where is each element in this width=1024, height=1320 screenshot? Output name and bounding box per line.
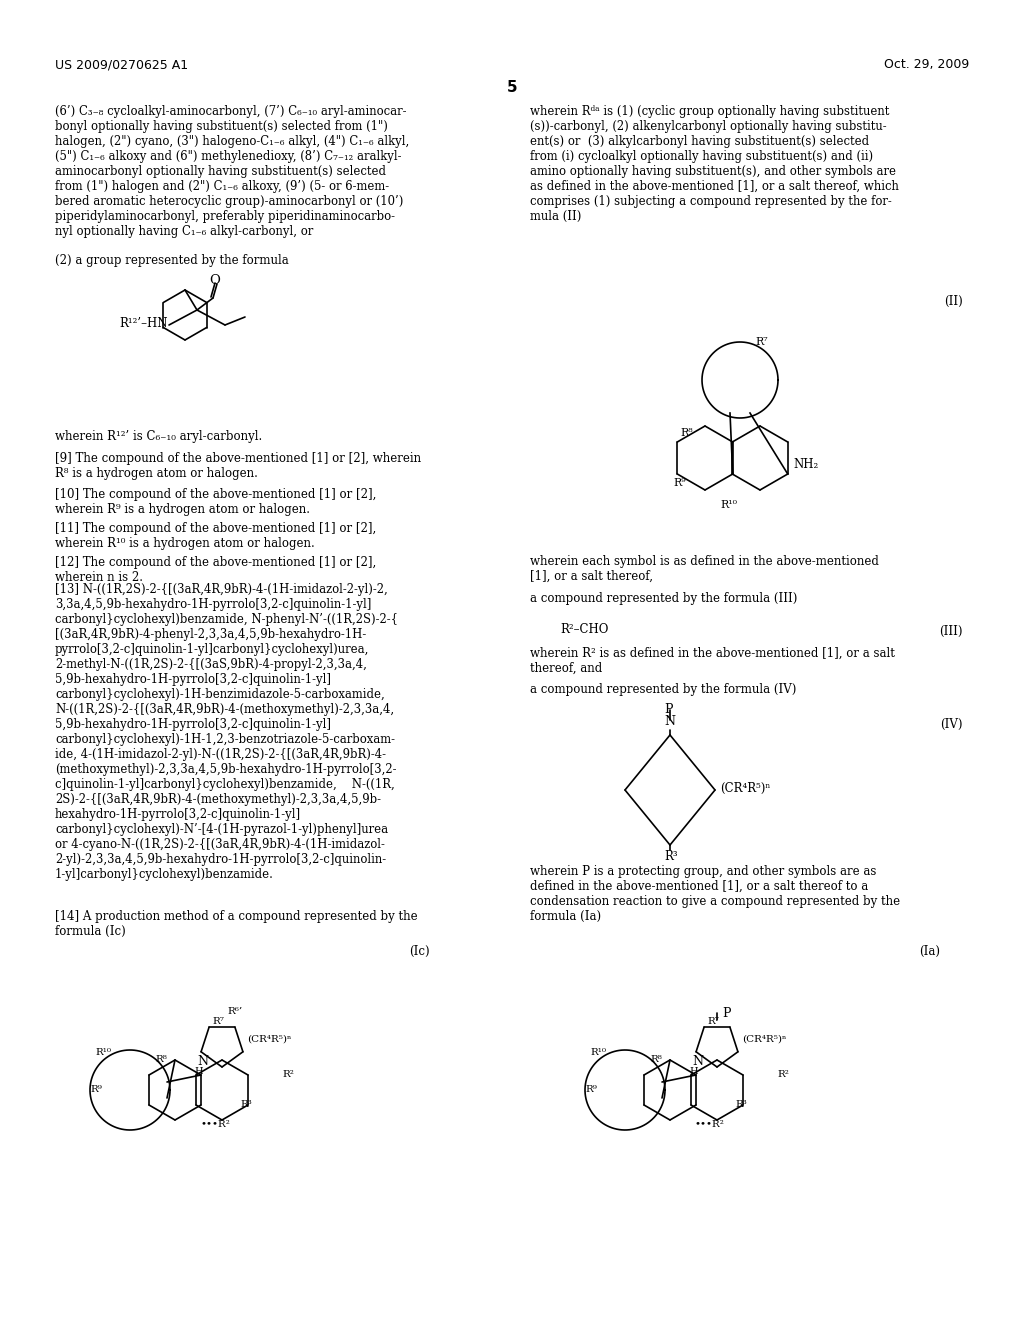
Text: a compound represented by the formula (III): a compound represented by the formula (I… [530, 591, 798, 605]
Text: •••R²: •••R² [200, 1119, 229, 1129]
Text: [9] The compound of the above-mentioned [1] or [2], wherein
R⁸ is a hydrogen ato: [9] The compound of the above-mentioned … [55, 451, 421, 480]
Text: R²–CHO: R²–CHO [560, 623, 608, 636]
Text: R⁷: R⁷ [212, 1016, 224, 1026]
Text: O: O [210, 275, 220, 286]
Text: R³: R³ [664, 850, 678, 863]
Text: (III): (III) [939, 624, 963, 638]
Text: R³: R³ [735, 1100, 746, 1109]
Text: R²: R² [282, 1071, 294, 1078]
Text: H: H [194, 1067, 203, 1076]
Text: R⁷: R⁷ [707, 1016, 719, 1026]
Text: (CR⁴R⁵)ⁿ: (CR⁴R⁵)ⁿ [720, 781, 770, 795]
Text: R¹⁰: R¹⁰ [95, 1048, 111, 1057]
Text: N: N [197, 1055, 208, 1068]
Text: •••R²: •••R² [695, 1119, 725, 1129]
Text: N: N [692, 1055, 703, 1068]
Text: (CR⁴R⁵)ⁿ: (CR⁴R⁵)ⁿ [247, 1035, 292, 1044]
Text: (2) a group represented by the formula: (2) a group represented by the formula [55, 253, 289, 267]
Text: wherein R² is as defined in the above-mentioned [1], or a salt
thereof, and: wherein R² is as defined in the above-me… [530, 647, 895, 675]
Text: (6’) C₃₋₈ cycloalkyl-aminocarbonyl, (7’) C₆₋₁₀ aryl-aminocar-
bonyl optionally h: (6’) C₃₋₈ cycloalkyl-aminocarbonyl, (7’)… [55, 106, 410, 238]
Text: 5: 5 [507, 81, 517, 95]
Text: [11] The compound of the above-mentioned [1] or [2],
wherein R¹⁰ is a hydrogen a: [11] The compound of the above-mentioned… [55, 521, 376, 550]
Text: [12] The compound of the above-mentioned [1] or [2],
wherein n is 2.: [12] The compound of the above-mentioned… [55, 556, 376, 583]
Text: R⁸: R⁸ [155, 1055, 167, 1064]
Text: (Ic): (Ic) [410, 945, 430, 958]
Text: R¹²’–HN: R¹²’–HN [119, 317, 168, 330]
Text: R³: R³ [240, 1100, 252, 1109]
Text: wherein P is a protecting group, and other symbols are as
defined in the above-m: wherein P is a protecting group, and oth… [530, 865, 900, 923]
Text: [14] A production method of a compound represented by the
formula (Ic): [14] A production method of a compound r… [55, 909, 418, 939]
Text: a compound represented by the formula (IV): a compound represented by the formula (I… [530, 682, 797, 696]
Text: (CR⁴R⁵)ⁿ: (CR⁴R⁵)ⁿ [742, 1035, 786, 1044]
Text: wherein Rᵈᵃ is (1) (cyclic group optionally having substituent
(s))-carbonyl, (2: wherein Rᵈᵃ is (1) (cyclic group optiona… [530, 106, 899, 223]
Text: R⁸: R⁸ [650, 1055, 662, 1064]
Text: R⁹: R⁹ [585, 1085, 597, 1094]
Text: H: H [689, 1067, 697, 1076]
Text: (IV): (IV) [940, 718, 963, 731]
Text: NH₂: NH₂ [793, 458, 818, 471]
Text: (Ia): (Ia) [919, 945, 940, 958]
Text: R¹⁰: R¹⁰ [590, 1048, 606, 1057]
Text: [10] The compound of the above-mentioned [1] or [2],
wherein R⁹ is a hydrogen at: [10] The compound of the above-mentioned… [55, 488, 377, 516]
Text: Oct. 29, 2009: Oct. 29, 2009 [884, 58, 969, 71]
Text: N: N [664, 715, 675, 729]
Text: US 2009/0270625 A1: US 2009/0270625 A1 [55, 58, 188, 71]
Text: [13] N-((1R,2S)-2-{[(3aR,4R,9bR)-4-(1H-imidazol-2-yl)-2,
3,3a,4,5,9b-hexahydro-1: [13] N-((1R,2S)-2-{[(3aR,4R,9bR)-4-(1H-i… [55, 583, 398, 880]
Text: R¹⁰: R¹⁰ [720, 500, 737, 510]
Text: R⁹: R⁹ [673, 478, 686, 488]
Text: R⁹: R⁹ [90, 1085, 101, 1094]
Text: P: P [664, 704, 673, 715]
Text: (II): (II) [944, 294, 963, 308]
Text: wherein R¹²’ is C₆₋₁₀ aryl-carbonyl.: wherein R¹²’ is C₆₋₁₀ aryl-carbonyl. [55, 430, 262, 444]
Text: R⁶’: R⁶’ [227, 1007, 243, 1016]
Text: wherein each symbol is as defined in the above-mentioned
[1], or a salt thereof,: wherein each symbol is as defined in the… [530, 554, 879, 583]
Text: P: P [722, 1007, 730, 1020]
Text: R⁷: R⁷ [755, 337, 768, 347]
Text: R²: R² [777, 1071, 788, 1078]
Text: R⁸: R⁸ [680, 428, 692, 438]
